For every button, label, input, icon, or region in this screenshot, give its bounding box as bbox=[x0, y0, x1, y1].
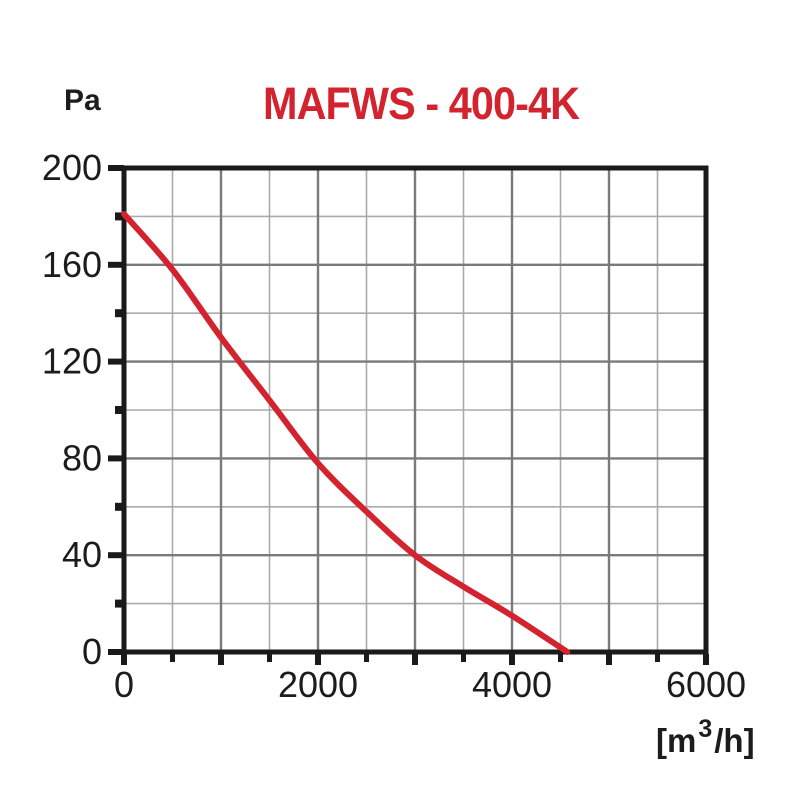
x-unit-prefix: [m bbox=[656, 722, 697, 759]
x-axis-unit-label: [m3/h] bbox=[656, 715, 755, 760]
x-tick-label: 2000 bbox=[278, 664, 358, 705]
x-tick-label: 6000 bbox=[666, 664, 746, 705]
x-unit-suffix: /h] bbox=[714, 722, 755, 759]
x-tick-label: 4000 bbox=[472, 664, 552, 705]
y-tick-label: 0 bbox=[82, 631, 102, 672]
y-axis-tick-minor bbox=[115, 212, 124, 221]
x-tick-label: 0 bbox=[114, 664, 134, 705]
y-tick-label: 200 bbox=[42, 147, 102, 188]
y-tick-label: 120 bbox=[42, 341, 102, 382]
y-axis-tick-minor bbox=[115, 502, 124, 511]
y-axis-unit-label: Pa bbox=[64, 84, 101, 117]
y-tick-label: 160 bbox=[42, 244, 102, 285]
y-tick-label: 40 bbox=[62, 534, 102, 575]
x-unit-superscript: 3 bbox=[698, 715, 713, 743]
y-axis-tick-minor bbox=[115, 599, 124, 608]
performance-curve bbox=[121, 211, 571, 655]
chart-title: MAFWS - 400-4K bbox=[263, 78, 580, 129]
y-axis-tick-minor bbox=[115, 406, 124, 414]
y-axis-tick-minor bbox=[115, 309, 124, 318]
y-tick-label: 80 bbox=[62, 437, 102, 478]
